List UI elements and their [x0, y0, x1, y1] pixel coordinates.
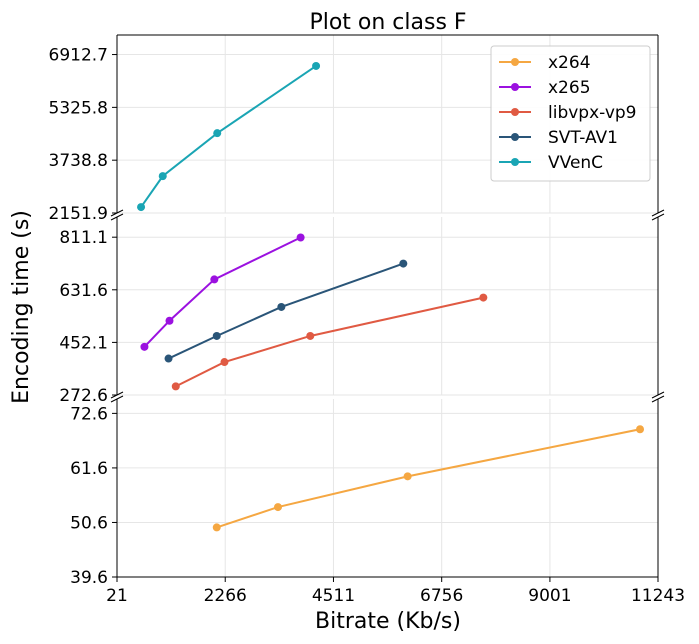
series-line-svt-av1 [168, 262, 404, 360]
data-point-x264 [636, 425, 645, 434]
data-point-vvenc [312, 61, 321, 70]
legend: x264 x265 libvpx-vp9 SVT-AV1 VVenC [490, 45, 651, 182]
axis-break-mark [651, 209, 665, 217]
data-point-libvpx-vp9 [479, 293, 488, 302]
data-point-vvenc [137, 203, 146, 212]
data-point-vvenc [158, 172, 167, 181]
y-tick-label: 272.6 [59, 386, 108, 406]
x-tick-label: 4511 [312, 586, 355, 606]
x-tick-label: 6756 [420, 586, 463, 606]
legend-marker-x265 [511, 83, 519, 91]
y-tick-label: 50.6 [70, 513, 108, 533]
data-point-libvpx-vp9 [220, 358, 229, 367]
data-point-x265 [165, 316, 174, 325]
y-tick-label: 72.6 [70, 404, 108, 424]
data-point-x264 [212, 523, 221, 532]
y-tick-label: 3738.8 [49, 151, 108, 171]
x-tick-label: 21 [106, 586, 128, 606]
axis-break-mark [651, 213, 665, 221]
data-point-libvpx-vp9 [306, 331, 315, 340]
axis-break-mark [110, 395, 124, 403]
legend-label-x264: x264 [548, 53, 591, 73]
legend-label-x265: x265 [548, 78, 591, 98]
x-tick-label: 9001 [528, 586, 571, 606]
y-axis-label: Encoding time (s) [9, 210, 34, 404]
data-point-svt-av1 [399, 259, 408, 268]
legend-marker-x264 [511, 58, 519, 66]
axis-break-mark [651, 395, 665, 403]
y-tick-label: 811.1 [59, 228, 108, 248]
series-line-x264 [216, 428, 641, 529]
y-tick-label: 6912.7 [49, 46, 108, 66]
data-point-x264 [273, 503, 282, 512]
legend-box [490, 45, 651, 182]
data-point-x265 [210, 275, 219, 284]
legend-label-svt-av1: SVT-AV1 [548, 128, 618, 148]
x-tick-label: 2266 [204, 586, 247, 606]
data-point-svt-av1 [164, 354, 173, 363]
legend-marker-libvpx-vp9 [511, 108, 519, 116]
y-tick-label: 452.1 [59, 333, 108, 353]
y-tick-label: 61.6 [70, 459, 108, 479]
axis-break-mark [110, 213, 124, 221]
data-point-x265 [296, 233, 305, 242]
axis-break-mark [651, 391, 665, 399]
legend-label-libvpx-vp9: libvpx-vp9 [548, 103, 637, 123]
y-tick-label: 5325.8 [49, 98, 108, 118]
data-point-vvenc [213, 129, 222, 138]
data-point-libvpx-vp9 [171, 382, 180, 391]
legend-label-vvenc: VVenC [548, 153, 603, 173]
series-line-vvenc [140, 65, 317, 208]
legend-marker-svt-av1 [511, 133, 519, 141]
y-tick-label: 39.6 [70, 568, 108, 588]
series-line-libvpx-vp9 [175, 296, 484, 388]
chart-title: Plot on class F [309, 10, 466, 35]
y-tick-label: 2151.9 [49, 204, 108, 224]
data-point-x265 [140, 342, 149, 351]
data-point-svt-av1 [277, 302, 286, 311]
legend-marker-vvenc [511, 158, 519, 166]
data-point-x264 [403, 472, 412, 481]
y-tick-label: 631.6 [59, 281, 108, 301]
data-point-svt-av1 [212, 331, 221, 340]
x-axis-label: Bitrate (Kb/s) [315, 609, 461, 634]
x-tick-label: 11243 [631, 586, 685, 606]
series-line-x265 [143, 236, 302, 348]
